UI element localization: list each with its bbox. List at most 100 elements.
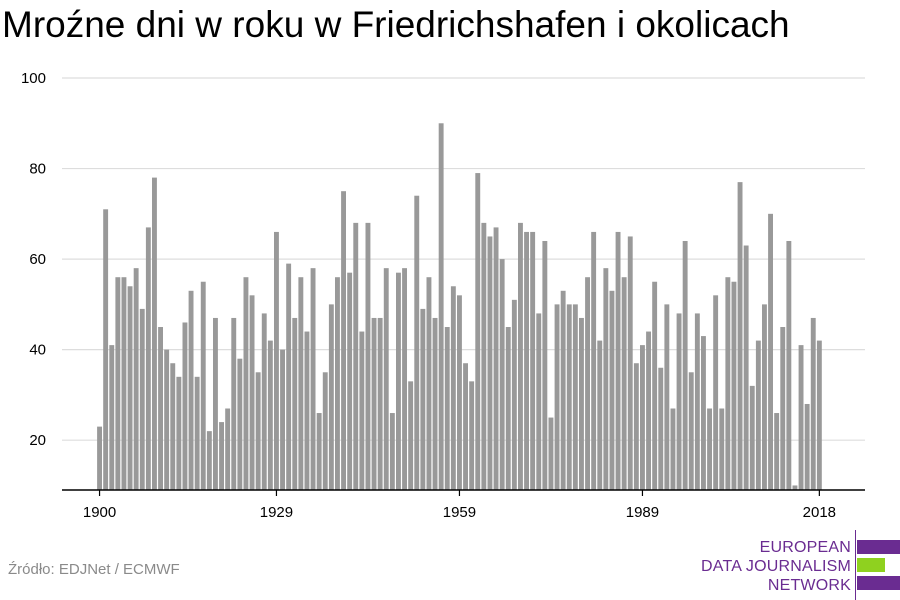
bar-1950 [402, 268, 407, 490]
bar-1972 [536, 313, 542, 490]
bar-1947 [383, 268, 389, 490]
bar-1930 [280, 349, 285, 490]
bar-1956 [438, 123, 444, 491]
bar-1911 [164, 349, 170, 490]
bar-1993 [664, 304, 670, 490]
bar-1922 [231, 317, 237, 490]
bar-2016 [804, 403, 810, 490]
axes: 20 40 60 80 100 1900 1929 1959 1989 2018 [21, 70, 865, 521]
bar-1901 [103, 209, 109, 491]
bar-1971 [530, 231, 536, 490]
bar-1986 [621, 277, 627, 490]
bar-2012 [780, 327, 786, 490]
bar-1999 [701, 336, 706, 490]
bar-1934 [304, 331, 310, 490]
bar-2018 [816, 340, 822, 490]
bar-1973 [542, 240, 548, 490]
y-tick-label-40: 40 [29, 342, 46, 359]
bar-2009 [762, 304, 767, 490]
bars [97, 123, 822, 491]
bar-1965 [493, 227, 499, 490]
bar-1982 [597, 340, 603, 490]
logo-line-european: EUROPEAN [759, 539, 851, 556]
bar-1952 [414, 195, 420, 490]
bar-1900 [97, 426, 102, 490]
bar-2015 [798, 345, 804, 490]
bar-1976 [560, 290, 566, 490]
bar-1921 [225, 408, 231, 490]
bar-1940 [341, 191, 346, 490]
bar-1959 [457, 295, 462, 490]
bar-1939 [335, 277, 340, 490]
bar-2010 [768, 213, 773, 491]
bar-1906 [133, 268, 139, 490]
bar-1994 [670, 408, 676, 490]
bar-1954 [426, 277, 432, 490]
bar-2001 [713, 295, 719, 490]
bar-1964 [487, 236, 493, 490]
bar-1943 [359, 331, 365, 490]
bar-1910 [158, 327, 163, 490]
bar-1932 [292, 317, 298, 490]
bar-1918 [206, 431, 212, 490]
bar-1968 [511, 299, 517, 490]
bar-1944 [365, 222, 371, 490]
bar-1957 [444, 327, 450, 490]
x-tick-label-1929: 1929 [260, 504, 293, 521]
bar-1990 [646, 331, 651, 490]
bar-2011 [774, 413, 780, 490]
bar-1916 [194, 376, 200, 490]
bar-1913 [176, 376, 182, 490]
bar-1983 [603, 268, 609, 490]
bar-1998 [694, 313, 700, 490]
bar-1924 [243, 277, 249, 490]
bar-1923 [237, 358, 243, 490]
bar-1926 [255, 372, 261, 490]
logo-bar-bottom [857, 576, 900, 590]
bar-1942 [353, 222, 359, 490]
bar-1909 [152, 177, 157, 490]
bar-2002 [719, 408, 725, 490]
logo-divider [855, 530, 856, 600]
bar-1992 [658, 367, 664, 490]
bar-1987 [627, 236, 633, 490]
y-tick-label-100: 100 [21, 70, 46, 87]
bar-1937 [322, 372, 328, 490]
bar-1970 [524, 231, 529, 490]
bar-1908 [145, 227, 151, 490]
bar-1928 [267, 340, 273, 490]
bar-1914 [182, 322, 188, 490]
bar-1960 [463, 363, 468, 490]
bar-1920 [219, 422, 224, 490]
logo-bar-middle [857, 558, 885, 572]
bar-1941 [347, 272, 353, 490]
bar-2000 [707, 408, 712, 490]
bar-1902 [109, 345, 115, 490]
bar-1904 [121, 277, 127, 490]
x-tick-label-1900: 1900 [83, 504, 116, 521]
bar-1912 [170, 363, 176, 490]
bar-1933 [298, 277, 304, 490]
bar-1903 [115, 277, 121, 490]
bar-1984 [609, 290, 615, 490]
bar-2007 [749, 385, 755, 490]
bar-1962 [475, 173, 481, 491]
bar-1981 [591, 231, 597, 490]
logo-line-network: NETWORK [767, 577, 851, 594]
bar-1949 [396, 272, 401, 490]
bar-1935 [310, 268, 316, 490]
edjnet-logo: EUROPEAN DATA JOURNALISM NETWORK [700, 530, 900, 600]
bar-2008 [755, 340, 761, 490]
bar-1929 [274, 231, 279, 490]
bar-1995 [676, 313, 682, 490]
bar-2004 [731, 281, 737, 490]
bar-1985 [615, 231, 621, 490]
bar-1907 [139, 308, 145, 490]
bar-1948 [389, 413, 395, 490]
chart-title: Mroźne dni w roku w Friedrichshafen i ok… [2, 4, 790, 45]
bar-1974 [548, 417, 554, 490]
y-tick-label-20: 20 [29, 432, 46, 449]
bar-1977 [566, 304, 572, 490]
bar-2005 [737, 182, 743, 490]
